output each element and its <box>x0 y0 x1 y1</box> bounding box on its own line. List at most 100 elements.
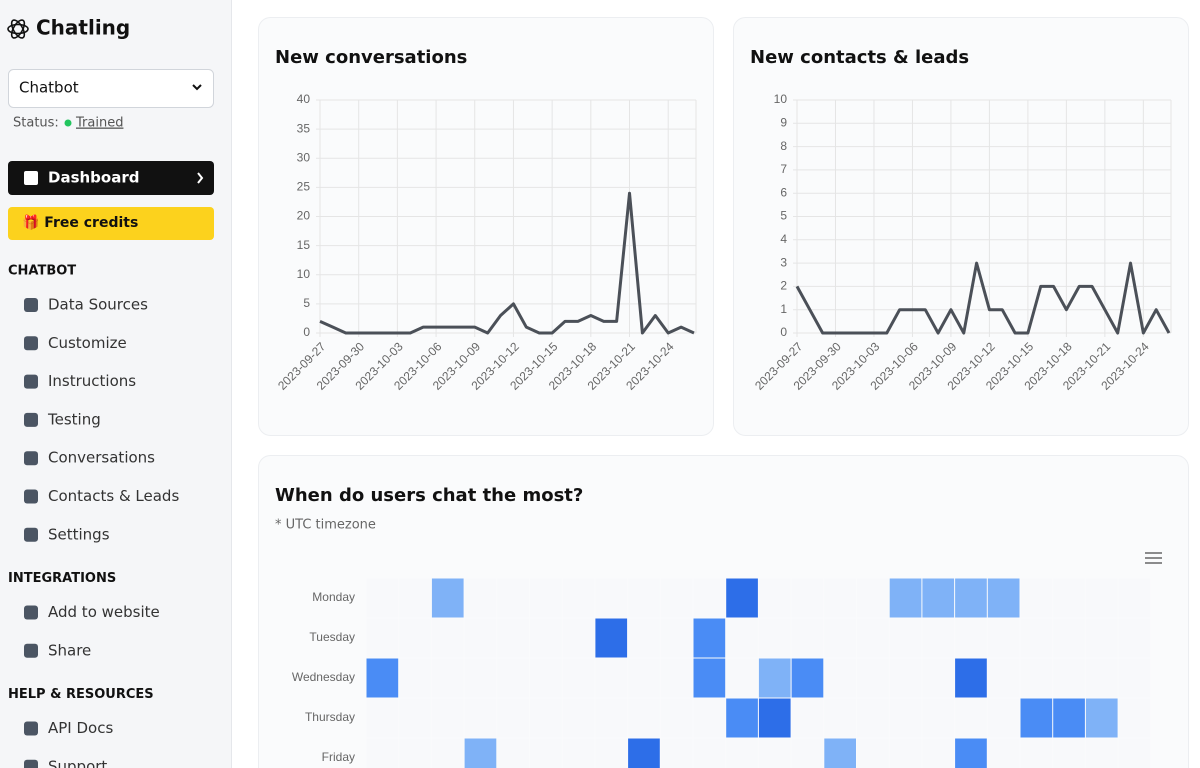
nav-icon <box>24 605 38 620</box>
heat-cell <box>1053 618 1085 658</box>
y-tick-label: 10 <box>774 92 788 106</box>
nav-icon <box>24 412 38 427</box>
heat-cell <box>497 698 529 738</box>
heat-cell <box>922 658 955 698</box>
heat-cell <box>399 698 431 738</box>
section-title: INTEGRATIONS <box>8 571 116 586</box>
status: Trained <box>75 116 123 131</box>
sidebar <box>0 0 231 768</box>
y-tick-label: 7 <box>780 162 787 176</box>
y-tick-label: 10 <box>297 267 311 281</box>
nav-item[interactable]: Data Sources <box>48 296 148 314</box>
heat-cell <box>497 658 529 698</box>
heat-cell <box>1053 698 1085 738</box>
heat-cell <box>955 618 987 658</box>
heat-cell <box>889 738 922 768</box>
heat-cell <box>497 578 529 618</box>
line <box>319 191 695 335</box>
nav-item[interactable]: Support <box>48 757 107 768</box>
free-credits-button[interactable] <box>8 207 214 240</box>
chevron-right <box>197 172 204 184</box>
y-tick-label: 0 <box>303 325 310 339</box>
heat-cell <box>660 658 693 698</box>
heat-cell <box>693 578 726 618</box>
heat-cell <box>955 658 987 698</box>
heat-cell <box>987 578 1020 618</box>
nav-item[interactable]: Testing <box>47 410 101 428</box>
heat-cell <box>693 658 726 698</box>
bot-select-label: Chatbot <box>19 79 79 97</box>
nav-item[interactable]: Contacts & Leads <box>48 487 179 505</box>
bot-select[interactable] <box>8 69 214 108</box>
heat-cell <box>431 618 464 658</box>
heat-cell <box>857 738 889 768</box>
line <box>795 261 1171 335</box>
nav-item[interactable]: API Docs <box>48 719 113 737</box>
y-tick-label: 20 <box>297 209 311 223</box>
heat-cell <box>955 578 987 618</box>
heat-cell <box>562 658 595 698</box>
heat-cell <box>987 658 1020 698</box>
chart-title: New contacts & leads <box>750 47 969 68</box>
y-tick-label: 0 <box>780 325 787 339</box>
heat-cell <box>366 698 399 738</box>
heat-cell <box>399 738 431 768</box>
heat-cell <box>922 578 955 618</box>
menu-icon[interactable] <box>1145 552 1162 564</box>
dashboard-label: Dashboard <box>48 169 139 187</box>
nav-item[interactable]: Customize <box>48 334 127 352</box>
heat-cell <box>758 578 791 618</box>
dashboard-button[interactable] <box>8 161 214 195</box>
nav-item[interactable]: Conversations <box>48 449 155 467</box>
row-label: Monday <box>312 590 355 604</box>
heat-cell <box>497 618 529 658</box>
heat-cell <box>366 578 399 618</box>
heat-cell <box>660 578 693 618</box>
heat-cell <box>1118 578 1151 618</box>
nav-icon <box>24 643 38 658</box>
logo <box>7 19 29 39</box>
heat-cell <box>464 738 497 768</box>
heat-cell <box>824 578 856 618</box>
heat-cell <box>628 698 660 738</box>
heat-cell <box>693 738 726 768</box>
heat-cell <box>1020 578 1053 618</box>
nav-item[interactable]: Settings <box>48 525 110 543</box>
heat-cell <box>562 618 595 658</box>
heat-cell <box>726 618 758 658</box>
nav-icon <box>24 527 38 542</box>
heat-cell <box>562 578 595 618</box>
heat-cell <box>824 618 856 658</box>
heat-cell <box>857 658 889 698</box>
y-tick-label: 4 <box>780 232 787 246</box>
heat-cell <box>824 738 856 768</box>
y-tick-label: 9 <box>780 115 787 129</box>
y-tick-label: 30 <box>297 150 311 164</box>
heat-cell <box>758 738 791 768</box>
heat-cell <box>595 738 628 768</box>
nav-item[interactable]: Add to website <box>48 603 160 621</box>
nav-item[interactable]: Share <box>48 641 91 659</box>
y-tick-label: 15 <box>297 238 311 252</box>
heat-cell <box>857 698 889 738</box>
heat-cell <box>431 738 464 768</box>
heat-cell <box>595 658 628 698</box>
section-title: HELP & RESOURCES <box>8 687 154 702</box>
heat-cell <box>889 578 922 618</box>
heat-cell <box>693 618 726 658</box>
heat-cell <box>1085 698 1118 738</box>
heat-cell <box>987 738 1020 768</box>
status-dot <box>64 119 72 127</box>
nav-item[interactable]: Instructions <box>48 372 136 390</box>
heat-cell <box>726 578 758 618</box>
heat-cell <box>758 658 791 698</box>
y-tick-label: 1 <box>780 302 787 316</box>
status-label: Status: <box>13 116 59 131</box>
heat-cell <box>660 698 693 738</box>
heat-cell <box>399 618 431 658</box>
heat-cell <box>1118 698 1151 738</box>
heat-cell <box>562 738 595 768</box>
heat-cell <box>857 618 889 658</box>
